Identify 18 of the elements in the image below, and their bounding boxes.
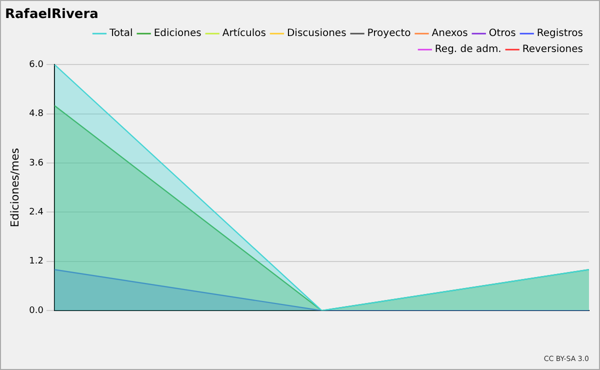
legend-label: Reversiones <box>522 44 583 56</box>
legend-label: Total <box>108 28 133 40</box>
y-tick-label: 0.0 <box>29 306 44 316</box>
legend-label: Registros <box>536 28 584 40</box>
y-tick-label: 6.0 <box>29 60 44 70</box>
legend-label: Ediciones <box>154 28 202 40</box>
y-tick-label: 2.4 <box>29 208 44 218</box>
legend-label: Artículos <box>222 28 266 40</box>
legend-label: Anexos <box>432 28 468 40</box>
y-axis-title: Ediciones/mes <box>8 148 22 228</box>
legend-label: Discusiones <box>286 28 346 40</box>
legend-label: Otros <box>488 28 516 40</box>
chart-title: RafaelRivera <box>5 7 98 22</box>
legend-label: Proyecto <box>367 28 411 40</box>
legend-label: Reg. de adm. <box>434 44 502 56</box>
y-tick-label: 3.6 <box>29 158 44 168</box>
y-tick-label: 1.2 <box>29 256 44 267</box>
y-tick-label: 4.8 <box>29 109 44 120</box>
